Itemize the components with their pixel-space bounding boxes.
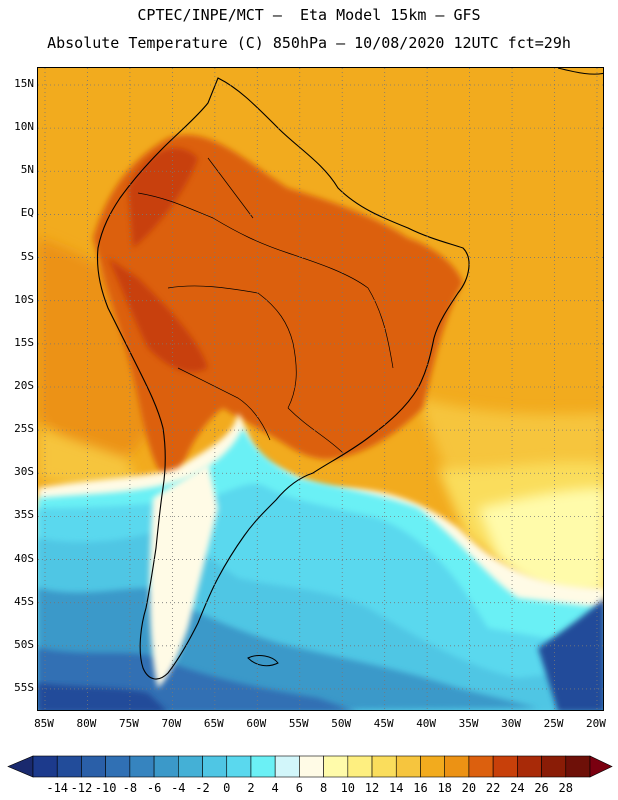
colorbar-label: 10 <box>340 781 356 795</box>
field-24c-andes-north <box>128 148 198 248</box>
colorbar-label: 20 <box>461 781 477 795</box>
lon-label: 60W <box>246 717 267 730</box>
temperature-map <box>37 67 604 711</box>
lon-label: 70W <box>161 717 182 730</box>
colorbar-label: 24 <box>510 781 525 795</box>
colorbar-swatch <box>468 755 494 778</box>
colorbar-label: -10 <box>94 781 117 795</box>
lat-label: 40S <box>14 551 34 565</box>
lat-label: 10N <box>14 120 34 134</box>
colorbar-label: 6 <box>295 781 304 795</box>
lon-label: 40W <box>416 717 437 730</box>
lat-label: 10S <box>14 292 34 306</box>
lon-label: 75W <box>118 717 139 730</box>
lat-label: 5N <box>20 163 34 177</box>
lon-label: 25W <box>543 717 564 730</box>
map-subtitle: Absolute Temperature (C) 850hPa – 10/08/… <box>47 34 571 52</box>
colorbar-label: 12 <box>364 781 380 795</box>
colorbar-label: 4 <box>271 781 279 795</box>
field-16c-pacific <box>38 428 138 488</box>
lat-label: 30S <box>14 465 34 479</box>
colorbar-swatch <box>202 755 228 778</box>
lat-label: 15S <box>14 335 34 349</box>
map-canvas <box>38 68 603 710</box>
field-neg12c <box>38 683 166 710</box>
colorbar-label: -8 <box>122 781 138 795</box>
lat-label: 20S <box>14 378 34 392</box>
map-title: CPTEC/INPE/MCT – Eta Model 15km – GFS <box>137 6 481 24</box>
lat-label: 25S <box>14 422 34 436</box>
colorbar-swatch <box>444 755 470 778</box>
colorbar-swatch <box>517 755 542 778</box>
colorbar-label: -4 <box>171 781 186 795</box>
lon-label: 55W <box>288 717 309 730</box>
colorbar-arrow-right <box>589 755 613 778</box>
lon-label: 45W <box>373 717 394 730</box>
colorbar-label: -2 <box>195 781 210 795</box>
colorbar-label: 8 <box>319 781 328 795</box>
lat-label: EQ <box>20 206 34 220</box>
field-10c <box>478 488 603 596</box>
colorbar-swatch <box>371 755 397 778</box>
colorbar-label: -6 <box>146 781 162 795</box>
lat-label: 15N <box>14 77 34 90</box>
colorbar-label: 0 <box>223 781 231 795</box>
colorbar-label: 26 <box>534 781 549 795</box>
border-line-2 <box>167 285 297 409</box>
colorbar-swatch <box>226 755 252 778</box>
lat-label: 45S <box>14 594 34 608</box>
colorbar-swatch <box>541 755 567 778</box>
colorbar-swatch <box>250 755 276 778</box>
continent-outline <box>96 77 470 680</box>
colorbar-arrow-left <box>7 755 34 778</box>
colorbar-label: 14 <box>389 781 404 795</box>
graticule <box>38 68 603 710</box>
colorbar-swatch <box>178 755 203 778</box>
field-patagonia <box>149 463 218 688</box>
lon-label: 85W <box>34 717 54 730</box>
colorbar-swatches <box>7 755 613 778</box>
colorbar-swatch <box>395 755 421 778</box>
colorbar <box>7 755 613 778</box>
lon-label: 50W <box>331 717 352 730</box>
colorbar-swatch <box>81 755 106 778</box>
lat-label: 35S <box>14 508 34 522</box>
colorbar-label: -12 <box>70 781 93 795</box>
caribbean-coast <box>557 68 603 75</box>
colorbar-label: 28 <box>558 781 574 795</box>
colorbar-label: 18 <box>437 781 452 795</box>
colorbar-label: -14 <box>46 781 69 795</box>
colorbar-swatch <box>153 755 179 778</box>
lon-label: 80W <box>76 717 97 730</box>
border-line-3 <box>287 407 344 454</box>
colorbar-swatch <box>56 755 82 778</box>
colorbar-swatch <box>420 755 445 778</box>
colorbar-swatch <box>299 755 324 778</box>
falkland-islands <box>247 655 279 667</box>
colorbar-swatch <box>274 755 300 778</box>
colorbar-label: 22 <box>485 781 501 795</box>
lat-label: 5S <box>20 249 34 263</box>
colorbar-label: 16 <box>413 781 428 795</box>
colorbar-label: 2 <box>247 781 255 795</box>
border-line-5 <box>207 157 254 219</box>
colorbar-swatch <box>129 755 155 778</box>
border-line-1 <box>137 192 394 369</box>
field-neg12c-east <box>538 599 603 710</box>
colorbar-swatch <box>323 755 349 778</box>
lon-label: 30W <box>501 717 521 730</box>
border-line-4 <box>177 367 271 441</box>
colorbar-swatch <box>347 755 373 778</box>
lat-label: 50S <box>14 637 34 651</box>
lon-label: 35W <box>458 717 479 730</box>
field-24c-andes <box>108 258 208 372</box>
colorbar-swatch <box>32 755 58 778</box>
field-22c-land <box>93 134 463 480</box>
lon-label: 20W <box>586 717 606 730</box>
colorbar-swatch <box>492 755 518 778</box>
colorbar-swatch <box>105 755 131 778</box>
lat-label: 55S <box>14 680 34 694</box>
colorbar-swatch <box>565 755 591 778</box>
lon-label: 65W <box>203 717 224 730</box>
